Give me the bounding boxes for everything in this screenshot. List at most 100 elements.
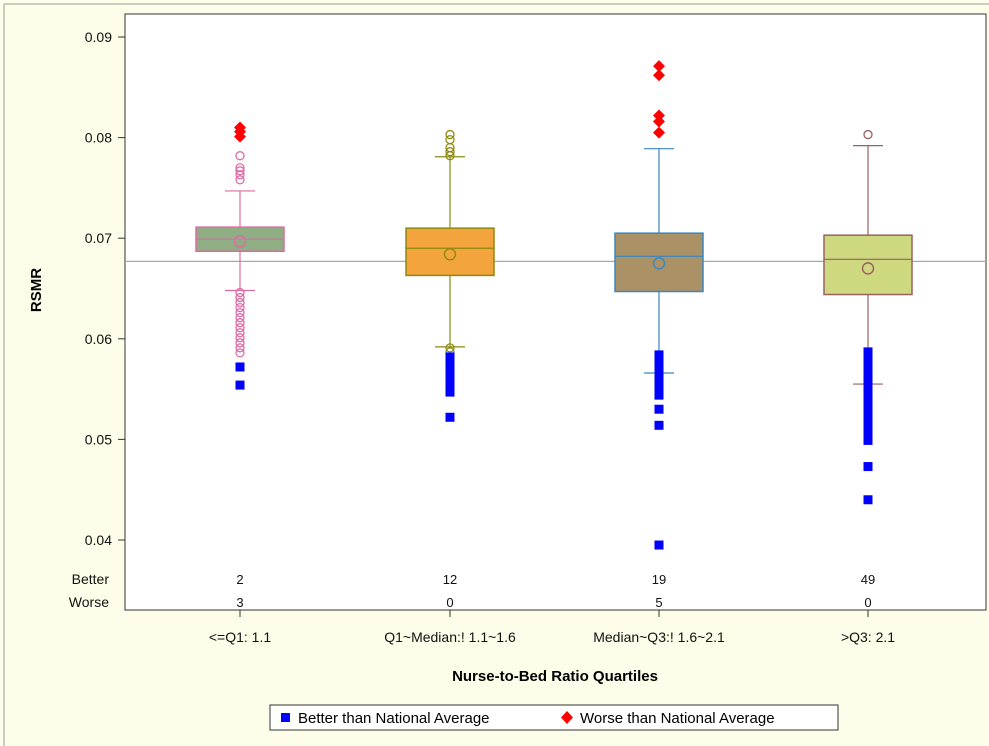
box-group <box>195 190 285 292</box>
better-point <box>863 347 873 357</box>
outlier-point <box>235 338 245 348</box>
mean-marker <box>443 248 457 261</box>
better-count: 19 <box>652 572 666 587</box>
iqr-box <box>405 227 495 277</box>
better-point <box>445 367 455 377</box>
outlier-point <box>863 129 873 140</box>
better-count: 12 <box>443 572 457 587</box>
worse-count: 3 <box>236 595 243 610</box>
worse-row-label: Worse <box>69 594 109 610</box>
better-count: 2 <box>236 572 243 587</box>
outlier-point <box>235 292 245 303</box>
better-point <box>445 357 455 367</box>
outlier-point <box>235 151 245 161</box>
worse-point <box>653 69 665 82</box>
outlier-point <box>235 318 245 328</box>
better-point <box>863 427 873 437</box>
outlier-point <box>235 343 245 353</box>
worse-count: 0 <box>864 595 871 610</box>
worse-point <box>653 126 665 139</box>
better-point <box>445 387 455 397</box>
better-point <box>863 382 873 392</box>
better-point <box>654 390 664 400</box>
better-point <box>863 402 873 412</box>
legend-worse-label: Worse than National Average <box>580 710 775 727</box>
better-point <box>863 362 873 372</box>
outlier-point <box>235 307 245 318</box>
x-tick-label: Q1~Median:! 1.1~1.6 <box>384 629 516 645</box>
y-tick-label: 0.06 <box>85 331 112 347</box>
better-point <box>654 385 664 395</box>
better-point <box>654 370 664 380</box>
x-axis: <=Q1: 1.1 Q1~Median:! 1.1~1.6 Median~Q3:! … <box>209 610 895 645</box>
mean-marker <box>233 235 247 248</box>
better-point <box>863 392 873 402</box>
y-axis: 0.04 0.05 0.06 0.07 0.08 0.09 <box>85 29 125 548</box>
better-point <box>654 380 664 390</box>
better-point <box>863 407 873 417</box>
better-point <box>654 355 664 365</box>
better-count: 49 <box>861 572 875 587</box>
better-point <box>654 365 664 375</box>
better-point <box>863 352 873 362</box>
better-point <box>863 397 873 407</box>
better-point <box>445 352 455 362</box>
better-point <box>445 372 455 382</box>
outlier-point <box>445 343 455 353</box>
count-table: Better Worse 2 3 12 0 19 5 49 0 <box>69 571 875 610</box>
better-point <box>863 495 873 505</box>
better-point <box>445 362 455 372</box>
better-row-label: Better <box>72 571 110 587</box>
better-point <box>235 380 245 390</box>
better-point <box>654 375 664 385</box>
outlier-point <box>235 170 245 180</box>
x-axis-title: Nurse-to-Bed Ratio Quartiles <box>452 668 658 685</box>
box-group <box>405 156 495 348</box>
better-point <box>863 412 873 422</box>
outlier-point <box>235 313 245 323</box>
x-tick-label: <=Q1: 1.1 <box>209 629 271 645</box>
box-layer <box>195 145 913 385</box>
better-point <box>235 362 245 372</box>
plot-area <box>124 13 987 611</box>
outlier-point <box>445 151 455 161</box>
better-point <box>654 360 664 370</box>
legend-better-label: Better than National Average <box>298 710 490 727</box>
worse-count: 0 <box>446 595 453 610</box>
worse-point <box>653 115 665 128</box>
x-tick-label: >Q3: 2.1 <box>841 629 895 645</box>
legend-box <box>269 704 839 731</box>
outlier-point <box>235 328 245 338</box>
box-group <box>823 145 913 385</box>
y-tick-label: 0.07 <box>85 230 112 246</box>
outlier-point <box>235 297 245 308</box>
iqr-box <box>823 234 913 296</box>
outlier-point <box>235 166 245 176</box>
better-point <box>863 357 873 367</box>
legend-better-marker <box>281 713 290 722</box>
better-point <box>445 412 455 422</box>
better-point <box>654 404 664 414</box>
y-axis-title: RSMR <box>28 268 45 312</box>
outlier-point <box>235 348 245 358</box>
x-tick-label: Median~Q3:! 1.6~2.1 <box>593 629 725 645</box>
outlier-point <box>235 175 245 185</box>
better-point <box>863 422 873 432</box>
better-point <box>863 367 873 377</box>
better-point <box>863 417 873 427</box>
outlier-point <box>235 302 245 313</box>
worse-count: 5 <box>655 595 662 610</box>
better-point <box>863 372 873 382</box>
outlier-point <box>445 129 455 140</box>
y-tick-label: 0.04 <box>85 532 112 548</box>
y-tick-label: 0.05 <box>85 431 112 447</box>
iqr-box <box>614 232 704 293</box>
better-point <box>863 435 873 445</box>
better-point <box>445 382 455 392</box>
worse-point <box>653 109 665 122</box>
y-tick-label: 0.08 <box>85 130 112 146</box>
outlier-point <box>235 287 245 298</box>
better-point <box>863 377 873 387</box>
